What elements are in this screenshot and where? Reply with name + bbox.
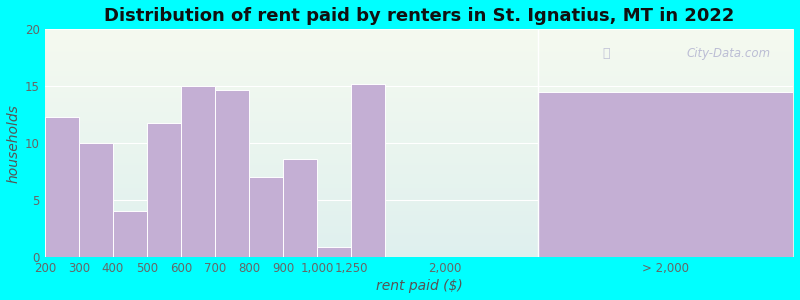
Bar (181, 86, 215, 257)
Bar (538, 92, 793, 257)
Bar (215, 90, 249, 257)
Bar (113, 212, 147, 257)
Bar (317, 247, 351, 257)
Text: City-Data.com: City-Data.com (686, 47, 770, 61)
Y-axis label: households: households (7, 104, 21, 183)
Bar (45, 117, 79, 257)
Bar (283, 159, 317, 257)
Bar (79, 143, 113, 257)
Text: ⦿: ⦿ (602, 47, 610, 61)
Bar (351, 84, 385, 257)
X-axis label: rent paid ($): rent paid ($) (375, 279, 462, 293)
Title: Distribution of rent paid by renters in St. Ignatius, MT in 2022: Distribution of rent paid by renters in … (104, 7, 734, 25)
Bar (147, 123, 181, 257)
Bar (249, 177, 283, 257)
